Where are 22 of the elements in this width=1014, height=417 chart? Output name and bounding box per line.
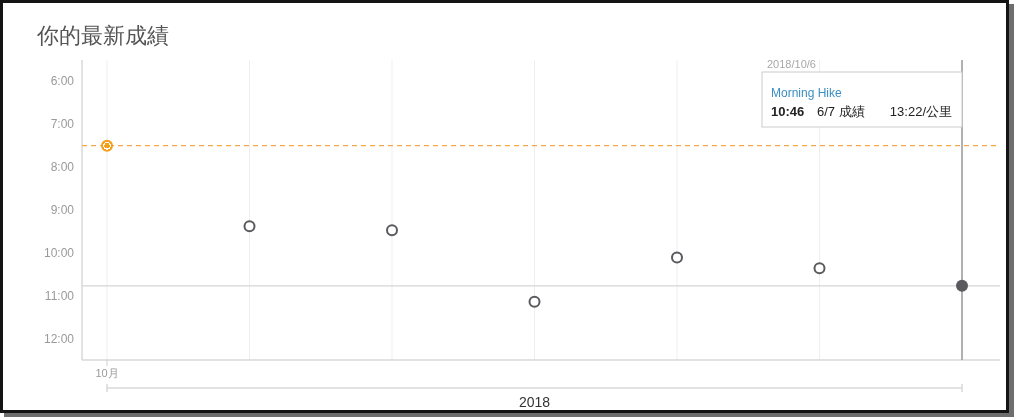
point <box>528 295 541 308</box>
annotation: 6/7 成績 <box>817 104 865 119</box>
annotation: Morning Hike <box>771 86 843 100</box>
point <box>101 139 113 152</box>
y-tick-label: 10:00 <box>43 245 75 260</box>
x-tick-label: 10月 <box>95 367 119 379</box>
x-axis-title: 2018 <box>518 394 551 410</box>
chart-title: 你的最新成績 <box>36 23 169 48</box>
y-tick-label: 7:00 <box>50 117 75 132</box>
y-tick-label: 12:00 <box>43 331 75 346</box>
annotation: 10:46 <box>771 104 805 119</box>
y-tick-label: 6:00 <box>50 74 75 89</box>
y-tick-label: 9:00 <box>50 203 75 217</box>
point <box>956 279 968 292</box>
y-tick-label: 11:00 <box>44 288 75 303</box>
point <box>813 262 826 275</box>
annotation: 2018/10/6 <box>767 58 816 70</box>
point <box>386 224 398 237</box>
point <box>671 251 683 264</box>
point <box>243 220 256 233</box>
y-tick-label: 8:00 <box>50 160 75 175</box>
annotation: 13:22/公里 <box>889 104 952 119</box>
